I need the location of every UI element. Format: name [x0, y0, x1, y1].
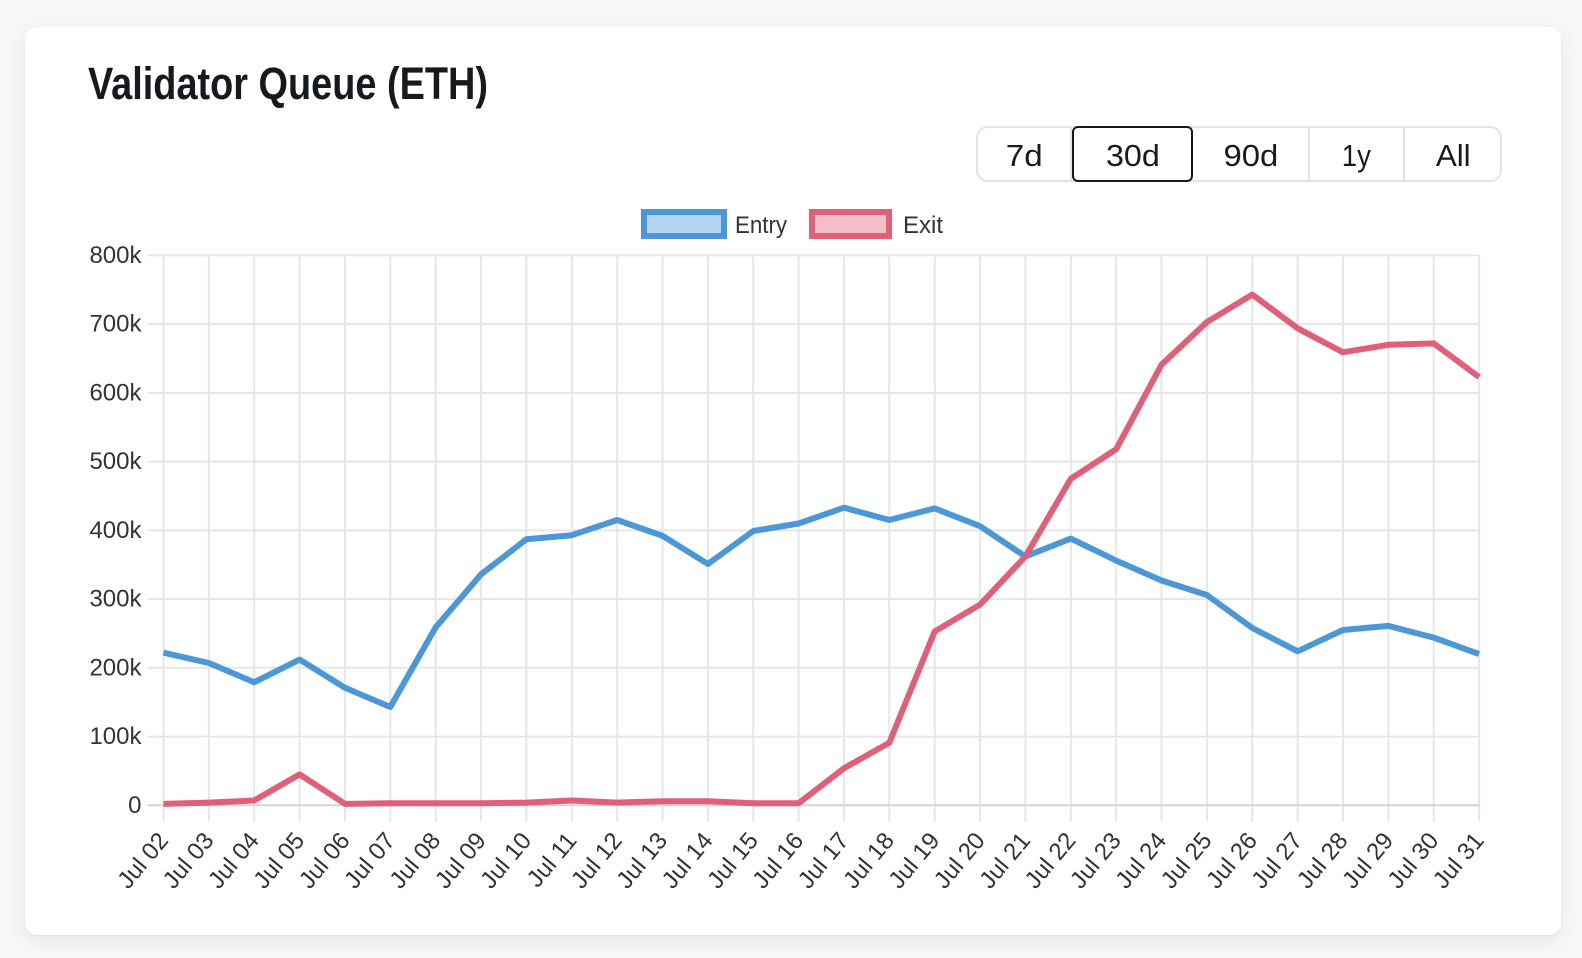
svg-text:Jul 12: Jul 12	[566, 828, 628, 894]
svg-text:Jul 24: Jul 24	[1110, 828, 1172, 894]
svg-text:600k: 600k	[89, 379, 142, 406]
svg-text:Jul 10: Jul 10	[475, 828, 537, 894]
svg-text:300k: 300k	[89, 586, 142, 613]
svg-text:0: 0	[128, 792, 141, 819]
svg-text:Jul 16: Jul 16	[747, 828, 809, 894]
svg-text:Jul 05: Jul 05	[248, 828, 310, 894]
svg-text:Jul 03: Jul 03	[158, 828, 220, 894]
svg-text:Jul 08: Jul 08	[384, 828, 446, 894]
svg-text:Jul 15: Jul 15	[702, 828, 764, 894]
svg-text:Jul 17: Jul 17	[793, 828, 855, 894]
svg-text:100k: 100k	[89, 723, 142, 750]
svg-text:Jul 28: Jul 28	[1292, 828, 1354, 894]
svg-text:Jul 27: Jul 27	[1246, 828, 1308, 894]
svg-text:Jul 09: Jul 09	[430, 828, 492, 894]
svg-text:Jul 04: Jul 04	[203, 828, 265, 894]
svg-text:Jul 29: Jul 29	[1337, 828, 1399, 894]
svg-text:Jul 30: Jul 30	[1382, 828, 1444, 894]
svg-text:Jul 25: Jul 25	[1156, 828, 1218, 894]
svg-text:Jul 18: Jul 18	[838, 828, 900, 894]
svg-text:400k: 400k	[89, 517, 142, 544]
svg-text:Jul 31: Jul 31	[1428, 828, 1490, 894]
svg-text:Jul 13: Jul 13	[611, 828, 673, 894]
svg-text:700k: 700k	[89, 311, 142, 338]
svg-text:Jul 07: Jul 07	[339, 828, 401, 894]
svg-text:200k: 200k	[89, 654, 142, 681]
svg-text:Jul 21: Jul 21	[974, 828, 1036, 894]
svg-text:Jul 20: Jul 20	[929, 828, 991, 894]
svg-text:Jul 14: Jul 14	[657, 828, 719, 894]
svg-text:500k: 500k	[89, 448, 142, 475]
svg-text:800k: 800k	[89, 242, 142, 269]
svg-text:Jul 06: Jul 06	[294, 828, 356, 894]
svg-text:Jul 19: Jul 19	[883, 828, 945, 894]
svg-text:Jul 22: Jul 22	[1020, 828, 1082, 894]
svg-text:Jul 23: Jul 23	[1065, 828, 1127, 894]
svg-text:Jul 02: Jul 02	[112, 828, 174, 894]
svg-text:Jul 26: Jul 26	[1201, 828, 1263, 894]
